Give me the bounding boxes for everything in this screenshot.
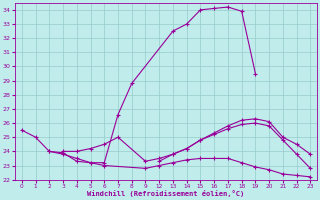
- X-axis label: Windchill (Refroidissement éolien,°C): Windchill (Refroidissement éolien,°C): [87, 190, 245, 197]
